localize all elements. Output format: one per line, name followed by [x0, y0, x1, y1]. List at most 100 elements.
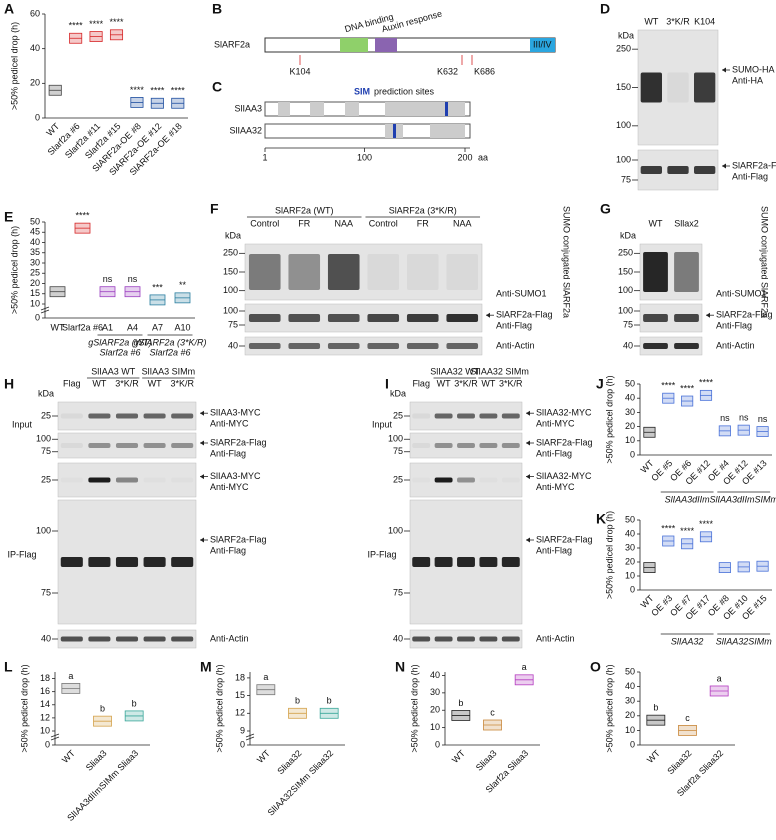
x-tick-label: Sliaa3	[474, 748, 499, 773]
sim-title: SIM	[354, 86, 370, 96]
marker-label: 40	[623, 340, 633, 350]
band	[446, 314, 479, 322]
x-tick-label: WT	[255, 748, 272, 765]
y-tick-label: 0	[630, 584, 635, 594]
marker-label: 100	[618, 305, 633, 315]
lane-label: FR	[298, 218, 310, 228]
lane-label: WT	[92, 378, 106, 388]
group-label: SlIAA32 WT	[430, 366, 480, 376]
protein-label: SlIAA32	[229, 125, 262, 135]
band	[143, 557, 166, 567]
y-tick-label: 0	[240, 739, 245, 749]
unit-label: kDa	[620, 230, 636, 240]
arrow-head	[526, 440, 530, 446]
y-tick-label: 0	[630, 449, 635, 459]
marker-label: 250	[618, 248, 633, 258]
y-tick-label: 0	[35, 112, 40, 122]
panel-letter: M	[200, 659, 212, 675]
significance: b	[327, 696, 332, 706]
arrow-head	[200, 537, 204, 543]
band	[412, 413, 431, 419]
lane-label: WT	[148, 378, 162, 388]
antibody-label: Anti-MYC	[536, 419, 575, 429]
domain	[340, 38, 368, 52]
y-tick-label: 40	[625, 681, 635, 691]
significance: **	[179, 280, 187, 290]
marker-label: 75	[41, 587, 51, 597]
y-axis-label: >50% pedicel drop (h)	[604, 511, 614, 599]
panel-letter: C	[212, 79, 222, 95]
unit-label: kDa	[225, 230, 241, 240]
significance: a	[717, 673, 722, 683]
lane-label: 3*K/R	[170, 378, 194, 388]
y-tick-label: 18	[40, 673, 50, 683]
band	[367, 343, 400, 349]
lane-label: NAA	[334, 218, 353, 228]
group-label: SlIAA3dIImSIMm	[709, 494, 776, 504]
marker-label: 150	[616, 82, 631, 92]
panel-letter: L	[4, 659, 13, 675]
band	[479, 478, 497, 483]
scale-label: 1	[262, 152, 267, 162]
band	[248, 343, 281, 349]
y-tick-label: 30	[30, 257, 40, 267]
axis-break	[50, 733, 60, 738]
y-tick-label: 0	[35, 312, 40, 322]
band	[88, 636, 111, 642]
section-label: Input	[372, 419, 393, 429]
band-label: SlARF2a-Flag	[536, 437, 593, 447]
significance: b	[100, 704, 105, 714]
y-tick-label: 10	[625, 435, 635, 445]
y-tick-label: 20	[30, 78, 40, 88]
group-label: gSlARF2a (3*K/R)	[133, 337, 206, 347]
y-axis-label: >50% pedicel drop (h)	[604, 375, 614, 463]
band	[115, 636, 139, 642]
lane-label: 3*K/R	[115, 378, 139, 388]
unit-label: kDa	[618, 30, 634, 40]
lane-label: WT	[481, 378, 495, 388]
y-tick-label: 40	[625, 528, 635, 538]
band	[643, 343, 668, 349]
band	[60, 557, 83, 567]
y-tick-label: 30	[430, 687, 440, 697]
band-label: SlARF2a-Flag	[210, 437, 267, 447]
arrow-head	[200, 410, 204, 416]
band	[406, 343, 439, 349]
arrow-head	[706, 312, 710, 318]
y-tick-label: 60	[30, 8, 40, 18]
band	[501, 443, 520, 448]
significance: ns	[128, 274, 138, 284]
y-tick-label: 30	[625, 542, 635, 552]
significance: ****	[130, 85, 145, 95]
axis-break	[245, 736, 255, 741]
y-axis-label: >50% pedicel drop (h)	[19, 664, 29, 752]
arrow-head	[526, 474, 530, 480]
group-label: SlIAA32 SIMm	[470, 366, 529, 376]
antibody-label: Anti-Actin	[536, 633, 575, 643]
significance: ****	[150, 86, 165, 96]
significance: ****	[171, 86, 186, 96]
x-tick-label: A7	[152, 322, 163, 332]
x-tick-label: Sliaa32	[665, 748, 693, 776]
lane-label: Sllax2	[674, 218, 699, 228]
significance: b	[295, 696, 300, 706]
marker-label: 150	[223, 266, 238, 276]
lane-label: Control	[250, 218, 279, 228]
significance: ****	[89, 19, 104, 29]
section-label: Input	[12, 419, 33, 429]
significance: ****	[109, 17, 124, 27]
band	[501, 413, 520, 419]
band-label: SlARF2a-Flag	[716, 310, 773, 320]
x-tick-label: WT	[51, 322, 65, 332]
section-label: IP-Flag	[7, 549, 36, 559]
panel-letter: F	[210, 201, 219, 217]
band	[446, 254, 479, 290]
significance: ****	[680, 526, 695, 536]
axis-break	[245, 733, 255, 738]
blot-strip	[409, 462, 523, 498]
panel-letter: N	[395, 659, 405, 675]
band	[412, 443, 431, 448]
band	[60, 413, 83, 419]
antibody-label: Anti-HA	[732, 75, 763, 85]
lane-label: FR	[417, 218, 429, 228]
